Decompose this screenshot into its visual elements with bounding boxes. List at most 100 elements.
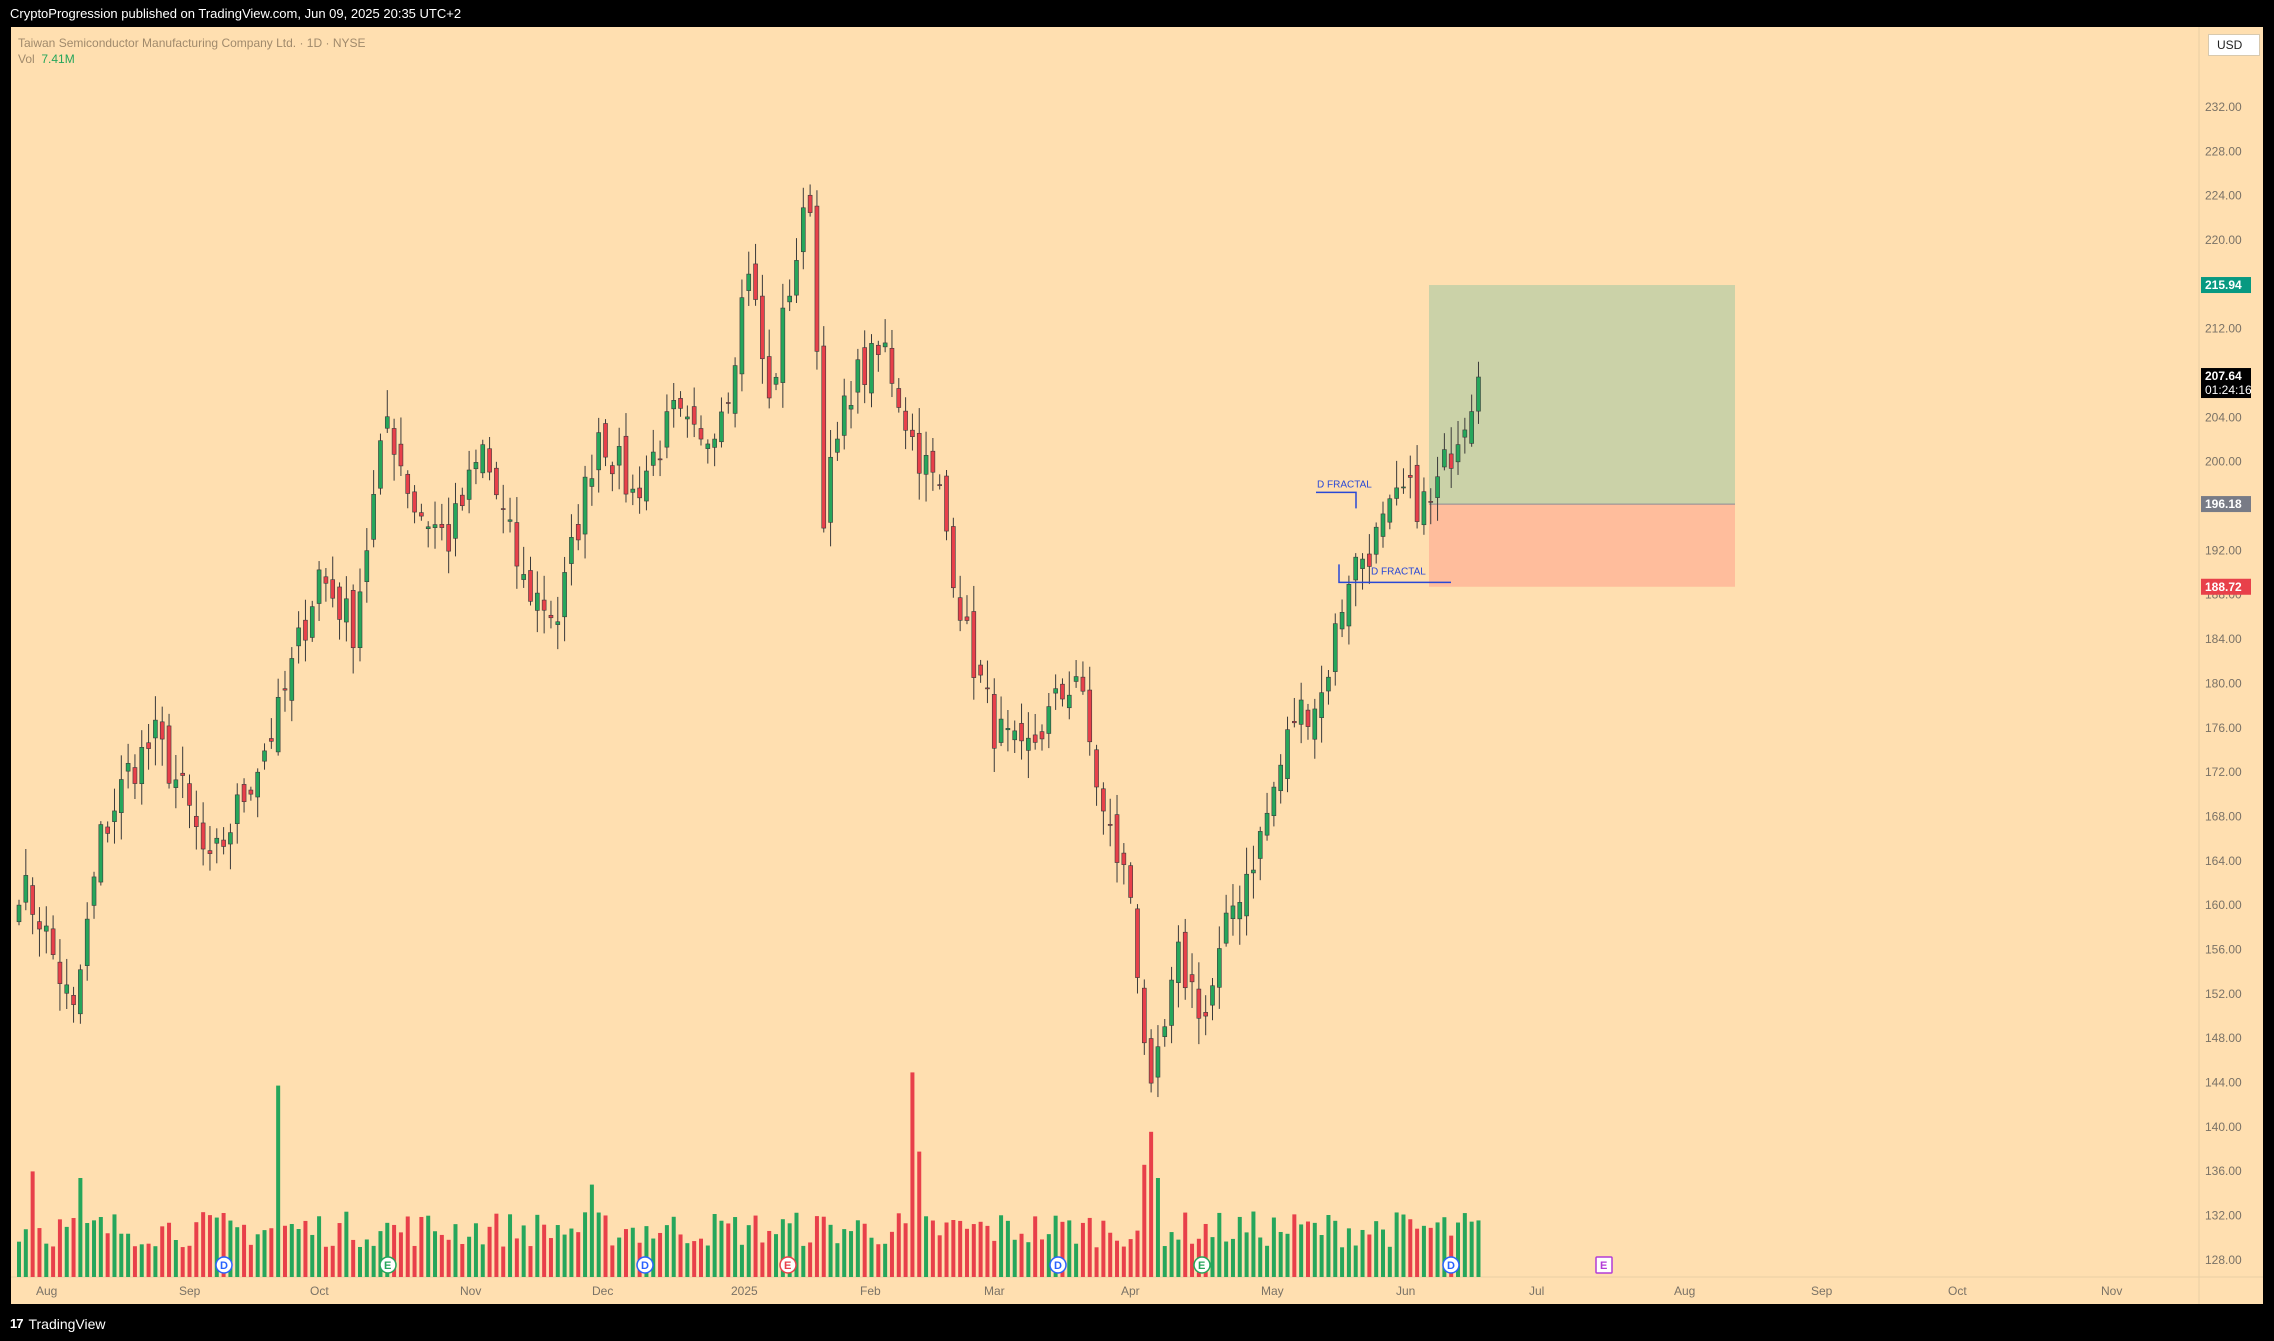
chart-area[interactable]: D FRACTAL D FRACTAL 232.00 228.00 224.00 220.… xyxy=(11,27,2263,1304)
volume-bar xyxy=(849,1231,854,1277)
candle xyxy=(432,501,438,549)
dividend-marker-icon[interactable] xyxy=(1049,1256,1067,1274)
candle xyxy=(753,243,758,306)
candle xyxy=(1237,885,1243,945)
volume-bar xyxy=(1462,1213,1467,1277)
candle xyxy=(1455,421,1461,475)
candle xyxy=(882,319,888,353)
volume-bar xyxy=(746,1225,751,1277)
candle xyxy=(964,595,970,625)
volume-bar xyxy=(289,1224,294,1277)
candle xyxy=(303,599,308,662)
candle xyxy=(119,755,124,840)
candle xyxy=(685,405,690,438)
candle xyxy=(1135,904,1140,994)
volume-bar xyxy=(1456,1222,1461,1277)
volume-bar xyxy=(1401,1214,1406,1277)
candle xyxy=(903,397,908,450)
volume-bar xyxy=(1408,1219,1413,1277)
candle xyxy=(1217,926,1222,1009)
volume-bar xyxy=(392,1224,397,1277)
volume-bar xyxy=(1203,1223,1208,1277)
candle xyxy=(330,556,336,608)
volume-bar xyxy=(1244,1232,1249,1277)
x-tick-label: Feb xyxy=(860,1284,881,1298)
candle xyxy=(487,436,492,481)
candle xyxy=(951,517,956,598)
y-tick-label: 224.00 xyxy=(2205,189,2242,203)
candles xyxy=(16,184,1481,1098)
volume-bar xyxy=(678,1234,683,1277)
volume-bar xyxy=(1271,1217,1276,1277)
candle xyxy=(787,279,792,312)
volume-bar xyxy=(1326,1215,1331,1277)
earnings-marker-label: E xyxy=(1198,1260,1205,1272)
candle xyxy=(828,430,833,547)
candle xyxy=(814,190,820,370)
volume-bar xyxy=(453,1224,458,1277)
x-tick-label: Dec xyxy=(592,1284,613,1298)
candle xyxy=(384,390,390,433)
volume-bar xyxy=(98,1217,103,1277)
candle xyxy=(1387,494,1393,530)
candle xyxy=(419,503,424,521)
candle xyxy=(1176,925,1181,1008)
volume-bar xyxy=(1230,1238,1235,1277)
earnings-marker-icon[interactable] xyxy=(779,1256,797,1274)
volume-bars xyxy=(17,1072,1481,1277)
y-tick-label: 136.00 xyxy=(2205,1164,2242,1178)
volume-bar xyxy=(1019,1233,1024,1277)
candle xyxy=(1026,712,1031,779)
candle xyxy=(1244,847,1249,936)
volume-bar xyxy=(51,1246,56,1277)
candle xyxy=(569,514,574,586)
candle xyxy=(494,461,499,500)
candle xyxy=(923,431,929,502)
volume-bar xyxy=(126,1233,131,1277)
volume-bar xyxy=(1299,1224,1304,1277)
candle xyxy=(616,427,622,490)
volume-bar xyxy=(1217,1212,1222,1277)
candle xyxy=(521,546,526,588)
candle xyxy=(848,380,854,429)
volume-bar xyxy=(44,1243,49,1277)
candle xyxy=(241,778,247,813)
candle xyxy=(248,786,254,801)
position-loss-zone[interactable] xyxy=(1429,504,1735,587)
volume-bar xyxy=(828,1224,833,1277)
volume-bar xyxy=(85,1223,90,1277)
price-chart[interactable]: D FRACTAL D FRACTAL 232.00 228.00 224.00 220.… xyxy=(11,27,2263,1304)
volume-bar xyxy=(958,1220,963,1277)
volume-bar xyxy=(719,1220,724,1277)
volume-bar xyxy=(201,1212,206,1277)
candle xyxy=(187,774,192,829)
candle xyxy=(255,768,260,818)
price-label: 188.72 xyxy=(2205,580,2242,594)
x-tick-label: Jul xyxy=(1529,1284,1544,1298)
dividend-marker-icon[interactable] xyxy=(636,1256,654,1274)
currency-selector[interactable]: USD xyxy=(2208,34,2260,56)
earnings-marker-icon[interactable] xyxy=(1193,1256,1211,1274)
candle xyxy=(691,387,697,438)
volume-bar xyxy=(57,1219,62,1277)
earnings-marker-icon[interactable] xyxy=(1595,1256,1613,1274)
candle xyxy=(78,964,83,1024)
position-profit-zone[interactable] xyxy=(1429,285,1735,505)
earnings-marker-icon[interactable] xyxy=(379,1256,397,1274)
volume-bar xyxy=(1121,1246,1126,1277)
candle xyxy=(105,821,110,843)
candle xyxy=(153,696,158,766)
volume-bar xyxy=(576,1232,581,1277)
volume-bar xyxy=(767,1230,772,1277)
candle xyxy=(1046,692,1052,749)
candle xyxy=(1121,843,1127,885)
volume-bar xyxy=(351,1239,356,1277)
dividend-marker-icon[interactable] xyxy=(1442,1256,1460,1274)
dividend-marker-icon[interactable] xyxy=(215,1256,233,1274)
candle xyxy=(1421,477,1427,535)
volume-bar xyxy=(1237,1216,1242,1277)
candle xyxy=(309,600,315,642)
price-label: 215.94 xyxy=(2205,278,2242,292)
earnings-marker-label: E xyxy=(384,1260,391,1272)
candle xyxy=(1353,553,1359,607)
